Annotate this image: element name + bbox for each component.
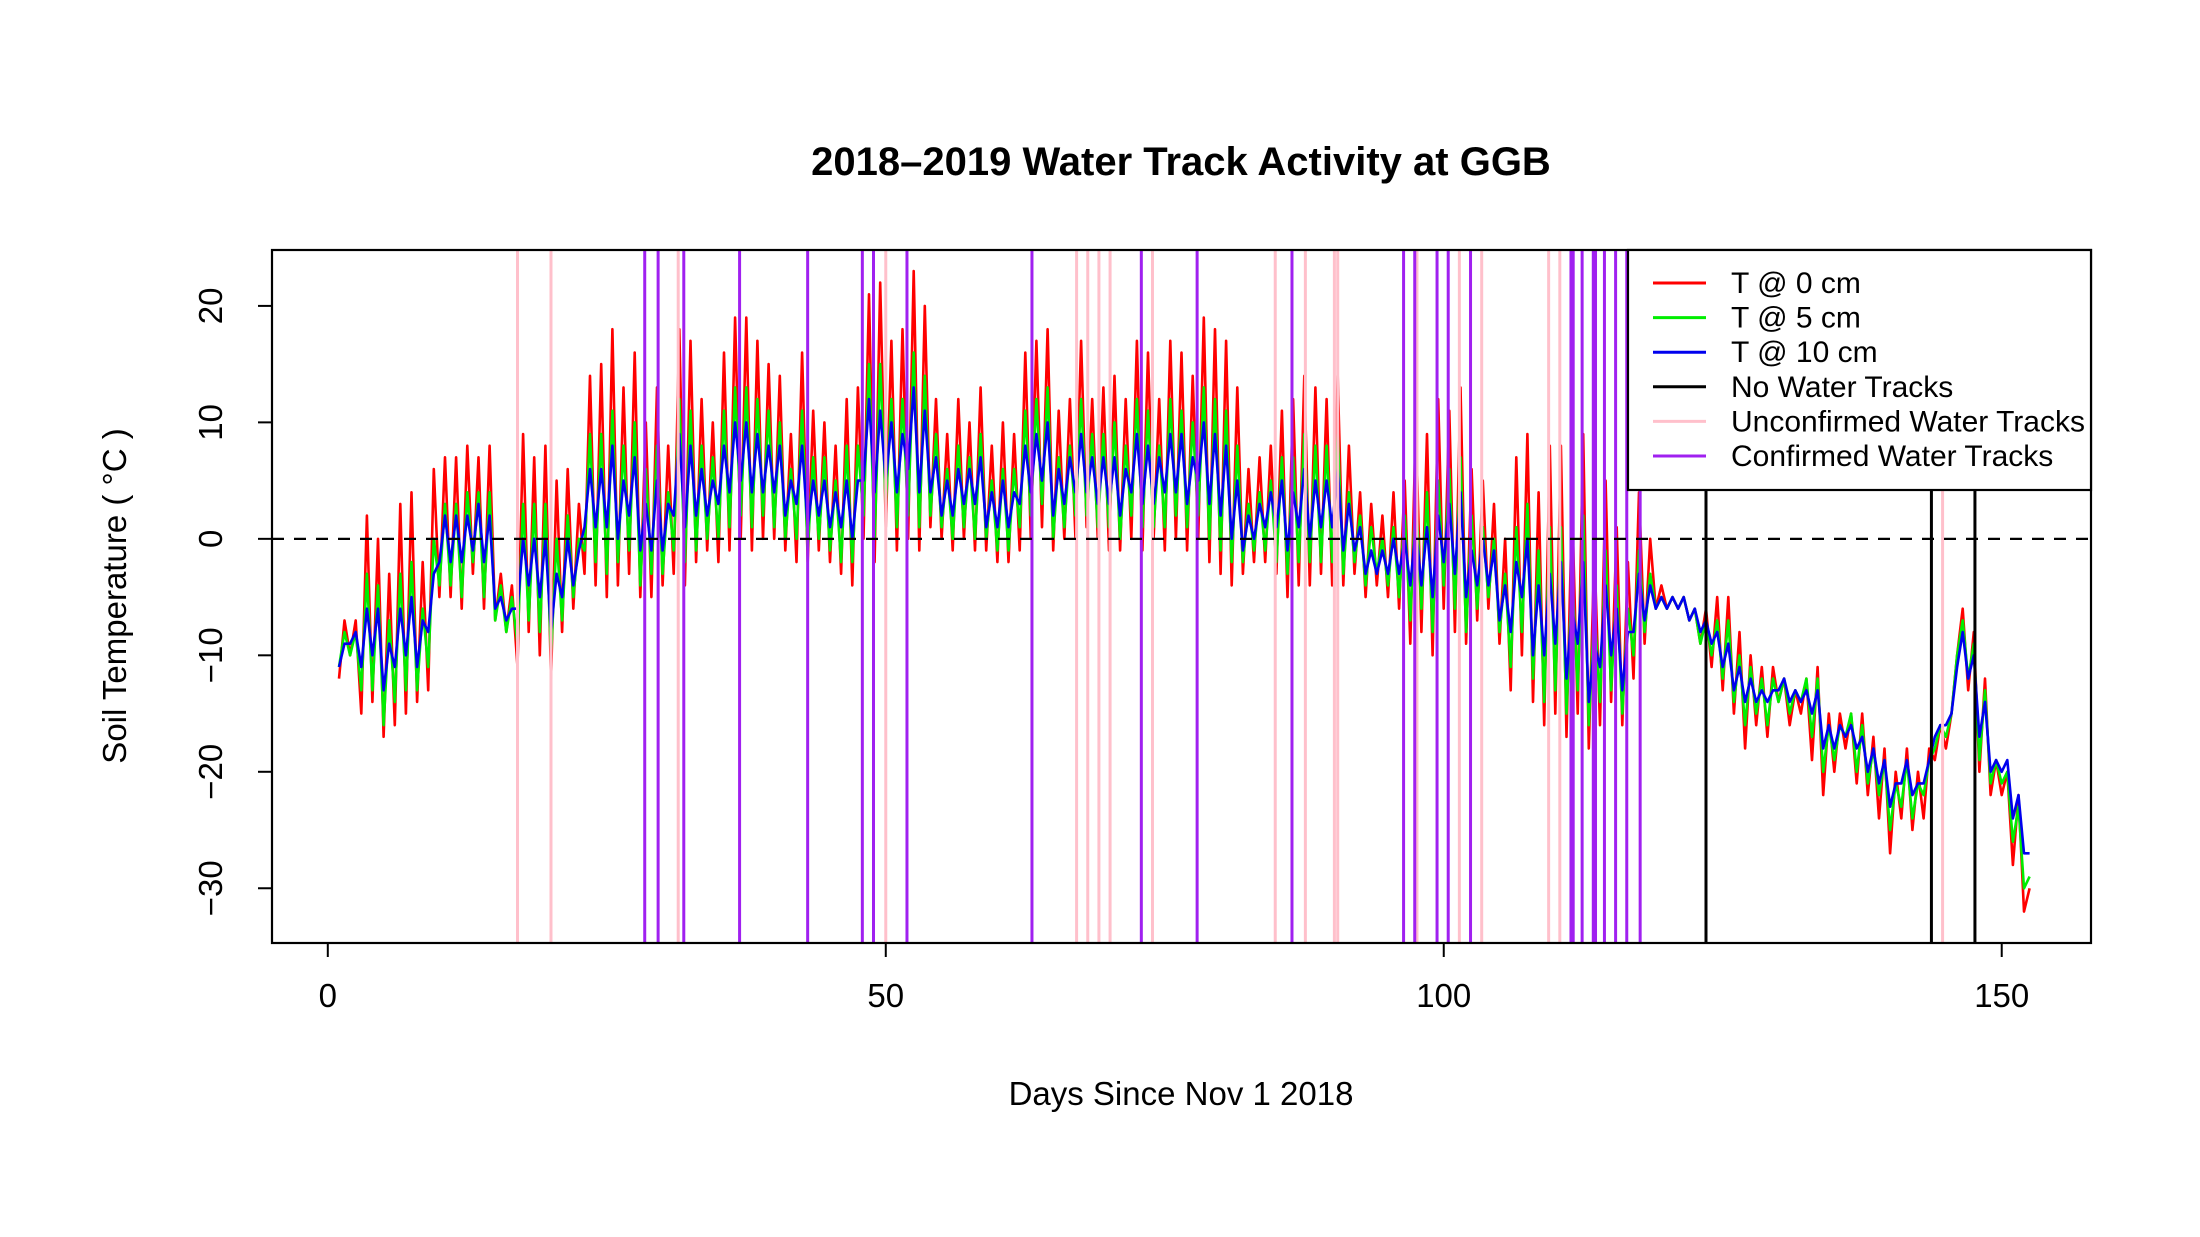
- legend-label: Confirmed Water Tracks: [1731, 440, 2053, 473]
- legend-label: T @ 5 cm: [1731, 302, 1861, 335]
- x-tick-label: 50: [867, 977, 904, 1014]
- x-tick-label: 100: [1416, 977, 1471, 1014]
- legend-box: [1626, 248, 2093, 492]
- y-tick-label: −20: [192, 744, 229, 800]
- legend-label: No Water Tracks: [1731, 371, 1953, 404]
- y-tick-label: 10: [192, 404, 229, 441]
- legend-label: T @ 0 cm: [1731, 267, 1861, 300]
- legend-label: T @ 10 cm: [1731, 336, 1878, 369]
- y-tick-label: −10: [192, 627, 229, 683]
- series-line-10cm: [337, 386, 2030, 855]
- y-tick-label: 0: [192, 530, 229, 548]
- y-tick-label: −30: [192, 860, 229, 916]
- x-axis: 0 50 100 150: [319, 942, 2029, 1014]
- event-lines: [516, 250, 1977, 943]
- x-tick-label: 0: [319, 977, 337, 1014]
- y-axis-label: Soil Temperature ( °C ): [96, 428, 133, 763]
- y-tick-label: 20: [192, 288, 229, 325]
- legend-label: Unconfirmed Water Tracks: [1731, 405, 2085, 438]
- y-axis: −30 −20 −10 0 10 20: [192, 288, 273, 916]
- chart-title: 2018–2019 Water Track Activity at GGB: [811, 140, 1551, 184]
- x-axis-label: Days Since Nov 1 2018: [1009, 1075, 1354, 1112]
- series-layer: [337, 269, 2031, 913]
- x-tick-label: 150: [1974, 977, 2029, 1014]
